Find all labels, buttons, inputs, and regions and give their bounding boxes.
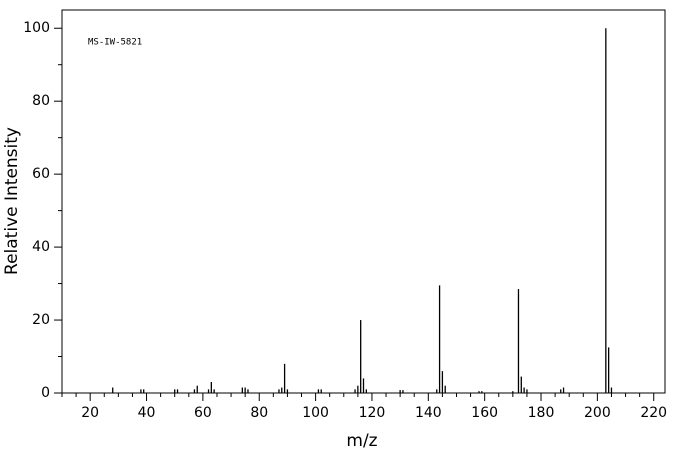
y-tick-label: 100 <box>23 20 50 36</box>
y-tick-label: 80 <box>32 93 50 109</box>
y-tick-label: 40 <box>32 239 50 255</box>
annotation: MS-IW-5821 <box>88 38 142 48</box>
plot-frame <box>61 9 666 394</box>
x-tick-label: 80 <box>250 405 268 421</box>
x-tick-label: 200 <box>584 405 611 421</box>
x-tick-label: 40 <box>138 405 156 421</box>
x-tick-label: 100 <box>302 405 329 421</box>
x-tick-label: 180 <box>528 405 555 421</box>
x-tick-label: 220 <box>640 405 667 421</box>
y-axis-label: Relative Intensity <box>2 127 22 275</box>
x-tick-label: 140 <box>415 405 442 421</box>
x-tick-label: 120 <box>359 405 386 421</box>
y-tick-label: 0 <box>41 385 50 401</box>
x-tick-label: 60 <box>194 405 212 421</box>
x-axis-label: m/z <box>346 431 377 451</box>
x-tick-label: 20 <box>81 405 99 421</box>
y-tick-label: 60 <box>32 166 50 182</box>
x-tick-label: 160 <box>471 405 498 421</box>
y-tick-label: 20 <box>32 312 50 328</box>
